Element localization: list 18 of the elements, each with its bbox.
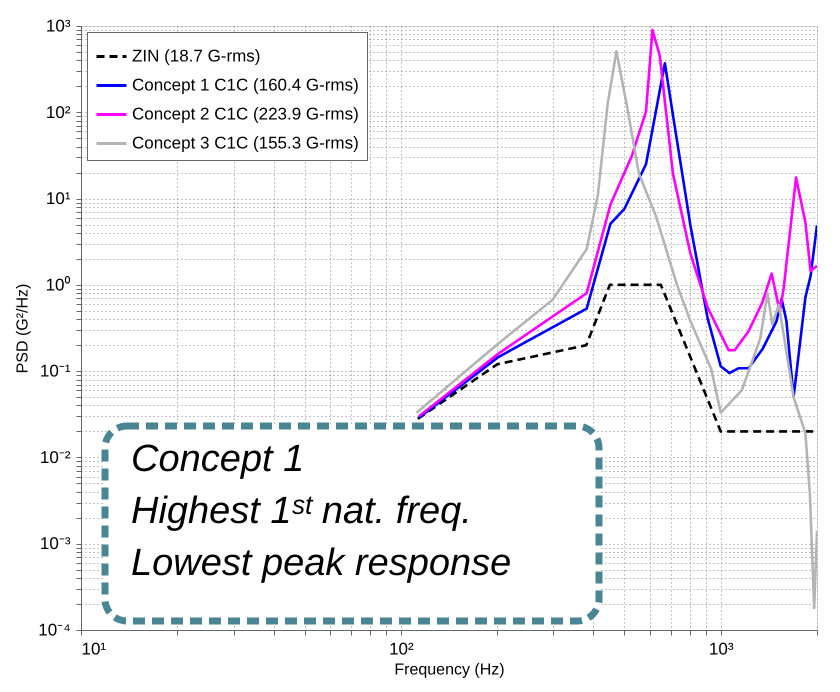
- x-tick-label: 10²: [389, 640, 414, 658]
- legend-label: ZIN (18.7 G-rms): [132, 46, 260, 66]
- y-axis-title: PSD (G²/Hz): [14, 284, 32, 374]
- legend-label: Concept 1 C1C (160.4 G-rms): [132, 76, 359, 94]
- x-tick-label: 10³: [708, 640, 734, 658]
- y-tick-label: 10⁻¹: [40, 362, 71, 381]
- y-tick-label: 10⁰: [46, 275, 70, 294]
- y-tick-label: 10⁻²: [40, 448, 71, 467]
- y-tick-label: 10⁻³: [40, 534, 71, 554]
- annotation: Concept 1 Highest 1ˢᵗ nat. freq. Lowest peak response: [131, 438, 512, 584]
- y-tick-label: 10³: [46, 16, 71, 36]
- x-tick-label: 10¹: [82, 640, 106, 658]
- x-axis-title: Frequency (Hz): [394, 662, 505, 678]
- y-tick-label: 10¹: [46, 189, 71, 208]
- y-tick-label: 10⁻⁴: [38, 620, 70, 640]
- legend-label: Concept 3 C1C (155.3 G-rms): [132, 134, 359, 152]
- legend-label: Concept 2 C1C (223.9 G-rms): [132, 104, 359, 124]
- y-tick-label: 10²: [46, 102, 71, 122]
